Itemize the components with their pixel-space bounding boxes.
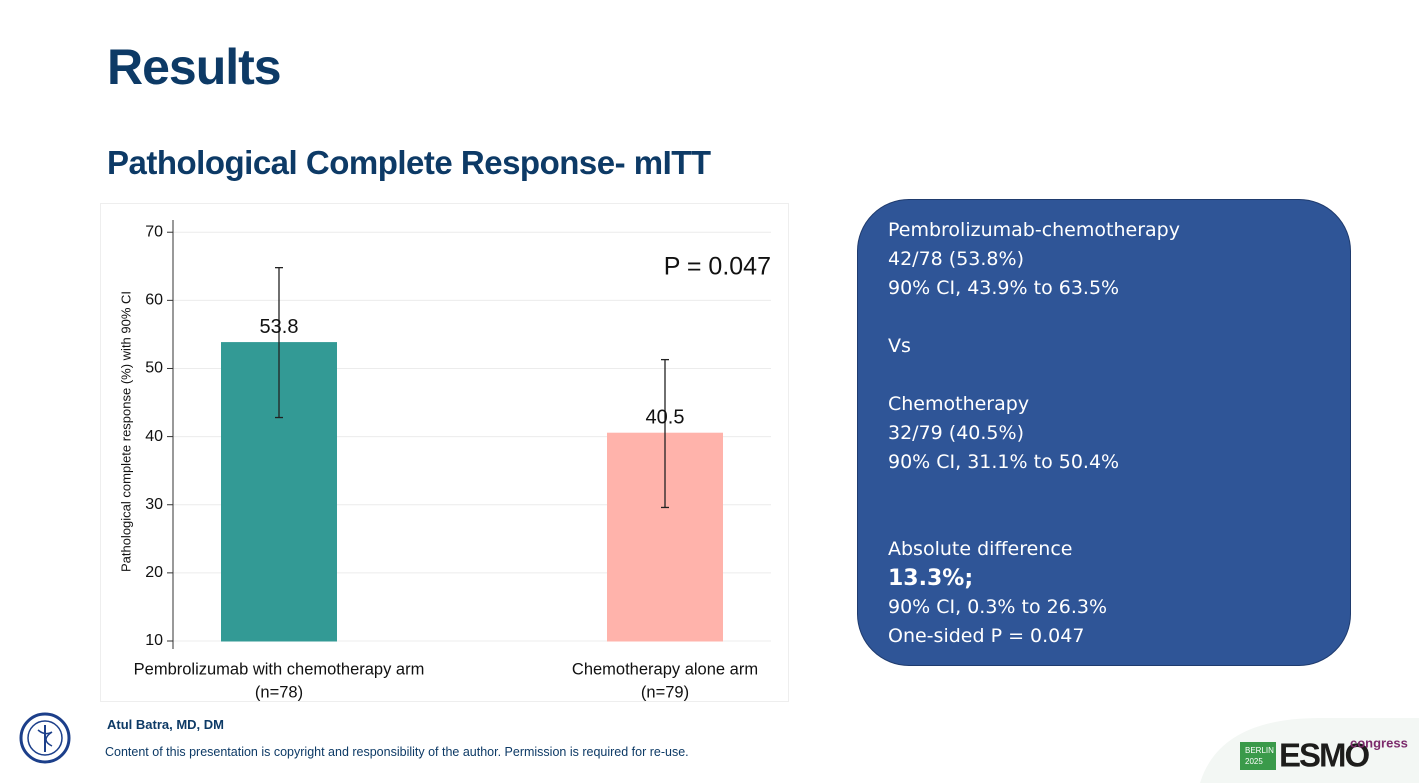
- summary-line: 90% CI, 0.3% to 26.3%: [888, 596, 1108, 618]
- institute-emblem: [19, 712, 71, 764]
- value-label: 40.5: [646, 406, 685, 428]
- y-tick-label: 30: [145, 496, 163, 513]
- y-tick-label: 60: [145, 292, 163, 309]
- summary-box: Pembrolizumab-chemotherapy 42/78 (53.8%)…: [857, 199, 1351, 666]
- y-tick-label: 40: [145, 428, 163, 445]
- summary-line: One-sided P = 0.047: [888, 625, 1085, 647]
- slide-subtitle: Pathological Complete Response- mITT: [107, 144, 711, 181]
- esmo-logo: BERLIN 2025 ESMO congress: [1200, 718, 1419, 783]
- y-tick-label: 10: [145, 632, 163, 649]
- logo-city: BERLIN: [1245, 746, 1274, 755]
- summary-highlight: 13.3%;: [888, 566, 974, 591]
- logo-year: 2025: [1245, 757, 1263, 766]
- logo-word: congress: [1350, 735, 1408, 750]
- slide-title: Results: [107, 39, 282, 95]
- y-axis-label: Pathological complete response (%) with …: [118, 291, 133, 572]
- summary-line: 42/78 (53.8%): [888, 248, 1024, 270]
- x-tick-label: Pembrolizumab with chemotherapy arm: [134, 660, 425, 678]
- x-tick-sublabel: (n=78): [255, 683, 303, 701]
- summary-line: 32/79 (40.5%): [888, 422, 1024, 444]
- y-tick-label: 70: [145, 223, 163, 240]
- summary-line: 90% CI, 31.1% to 50.4%: [888, 451, 1120, 473]
- summary-line: 90% CI, 43.9% to 63.5%: [888, 277, 1120, 299]
- value-label: 53.8: [260, 316, 299, 338]
- y-tick-label: 20: [145, 564, 163, 581]
- summary-line: Pembrolizumab-chemotherapy: [888, 219, 1180, 241]
- summary-line: Chemotherapy: [888, 393, 1030, 415]
- chart: 10 20 30 40 50 60 70 Pathological complete resp…: [100, 203, 789, 702]
- logo-brand: ESMO: [1279, 737, 1370, 774]
- summary-line: Vs: [888, 335, 911, 357]
- copyright-notice: Content of this presentation is copyrigh…: [105, 745, 689, 759]
- author: Atul Batra, MD, DM: [107, 717, 224, 732]
- x-tick-sublabel: (n=79): [641, 683, 689, 701]
- x-tick-label: Chemotherapy alone arm: [572, 660, 758, 678]
- summary-heading: Absolute difference: [888, 538, 1073, 560]
- annotation: P = 0.047: [664, 253, 771, 281]
- y-tick-label: 50: [145, 360, 163, 377]
